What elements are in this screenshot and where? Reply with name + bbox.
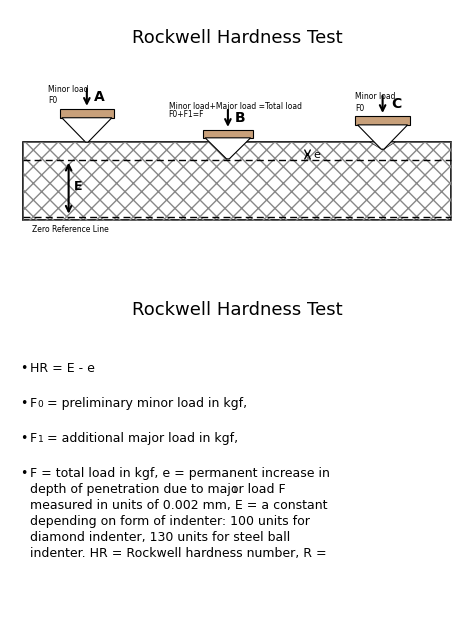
Text: •: • <box>20 397 27 410</box>
Bar <box>356 116 410 125</box>
Text: Minor load
F0: Minor load F0 <box>48 85 89 106</box>
Text: depth of penetration due to major load F: depth of penetration due to major load F <box>30 483 286 495</box>
Polygon shape <box>370 142 395 149</box>
Text: B: B <box>235 111 246 125</box>
Text: Minor load+Major load =Total load: Minor load+Major load =Total load <box>169 102 302 111</box>
Text: 1: 1 <box>37 435 43 444</box>
Bar <box>23 142 451 220</box>
Text: Rockwell Hardness Test: Rockwell Hardness Test <box>132 28 342 47</box>
Text: e: e <box>313 150 320 159</box>
Text: F0+F1=F: F0+F1=F <box>169 110 204 119</box>
Text: Rockwell Hardness Test: Rockwell Hardness Test <box>132 301 342 319</box>
Bar <box>60 109 114 118</box>
Text: F: F <box>30 432 37 445</box>
Polygon shape <box>205 138 251 159</box>
Text: indenter. HR = Rockwell hardness number, R =: indenter. HR = Rockwell hardness number,… <box>30 547 327 560</box>
Text: •: • <box>20 466 27 480</box>
Bar <box>23 142 451 220</box>
Text: •: • <box>20 362 27 375</box>
Polygon shape <box>357 125 408 149</box>
Bar <box>203 130 253 138</box>
Text: HR = E - e: HR = E - e <box>30 362 95 375</box>
Text: depending on form of indenter: 100 units for: depending on form of indenter: 100 units… <box>30 515 310 528</box>
Text: A: A <box>94 90 104 104</box>
Text: 0: 0 <box>37 399 43 409</box>
Polygon shape <box>210 142 245 159</box>
Text: diamond indenter, 130 units for steel ball: diamond indenter, 130 units for steel ba… <box>30 531 290 544</box>
Text: •: • <box>20 432 27 445</box>
Text: Zero Reference Line: Zero Reference Line <box>32 224 109 234</box>
Text: C: C <box>391 97 401 111</box>
Text: = additional major load in kgf,: = additional major load in kgf, <box>43 432 238 445</box>
Text: F = total load in kgf, e = permanent increase in: F = total load in kgf, e = permanent inc… <box>30 466 330 480</box>
Polygon shape <box>62 118 112 142</box>
Text: measured in units of 0.002 mm, E = a constant: measured in units of 0.002 mm, E = a con… <box>30 499 328 512</box>
Text: Minor load
F0: Minor load F0 <box>356 92 396 112</box>
Text: = preliminary minor load in kgf,: = preliminary minor load in kgf, <box>43 397 247 410</box>
Text: E: E <box>74 180 82 193</box>
Text: 1: 1 <box>232 486 238 495</box>
Text: F: F <box>30 397 37 410</box>
